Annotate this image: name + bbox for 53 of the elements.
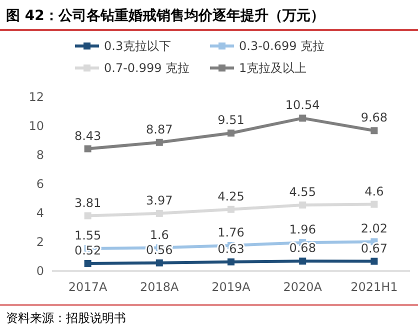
point — [156, 259, 163, 266]
y-tick-label: 2 — [36, 235, 44, 249]
data-label: 4.25 — [218, 189, 244, 204]
point — [370, 200, 378, 208]
data-label: 8.87 — [146, 122, 173, 136]
chart-title: 图 42：公司各钻重婚戒销售均价逐年提升（万元） — [6, 7, 324, 24]
point — [228, 206, 234, 213]
data-label: 1.55 — [74, 228, 102, 243]
data-label: 1.76 — [218, 225, 244, 240]
x-tick-label: 2018A — [140, 280, 180, 294]
data-label: 0.68 — [289, 241, 316, 256]
data-label: 0.67 — [360, 241, 388, 256]
legend-label: 0.3克拉以下 — [104, 39, 172, 53]
point — [84, 145, 92, 152]
data-label: 8.43 — [74, 128, 102, 143]
data-label: 0.56 — [146, 242, 173, 257]
data-label: 1.96 — [289, 222, 316, 237]
data-label: 2.02 — [360, 222, 388, 236]
point — [156, 210, 163, 217]
x-tick-label: 2019A — [212, 280, 252, 294]
y-tick-label: 10 — [28, 119, 44, 133]
y-tick-label: 4 — [36, 206, 44, 220]
data-label: 0.63 — [218, 242, 244, 256]
data-label: 9.51 — [218, 113, 244, 128]
point — [84, 212, 92, 220]
x-tick-label: 2021H1 — [350, 280, 398, 294]
point — [156, 138, 163, 146]
text: 资料来源：招股说明书 — [6, 311, 126, 325]
data-label: 9.68 — [360, 110, 388, 125]
point — [299, 114, 306, 122]
y-tick-label: 0 — [36, 264, 44, 278]
legend-label: 1克拉及以上 — [239, 61, 307, 75]
x-tick-label: 2020A — [283, 280, 323, 294]
data-label: 0.52 — [74, 243, 102, 258]
point — [370, 127, 378, 134]
data-label: 4.55 — [289, 185, 316, 200]
y-tick-label: 6 — [36, 177, 44, 191]
point — [370, 258, 378, 265]
x-tick-label: 2017A — [68, 280, 108, 294]
point — [228, 258, 234, 266]
legend-label: 0.7-0.999 克拉 — [104, 61, 190, 75]
point — [299, 258, 306, 265]
data-label: 10.54 — [285, 98, 320, 112]
point — [84, 260, 92, 267]
y-tick-label: 12 — [28, 90, 44, 104]
data-label: 1.6 — [150, 228, 169, 242]
data-label: 3.97 — [146, 193, 173, 208]
legend-label: 0.3-0.699 克拉 — [239, 39, 325, 53]
point — [228, 130, 234, 137]
data-label: 4.6 — [364, 184, 384, 198]
y-tick-label: 8 — [36, 148, 44, 162]
point — [299, 202, 306, 209]
data-label: 3.81 — [74, 196, 102, 210]
